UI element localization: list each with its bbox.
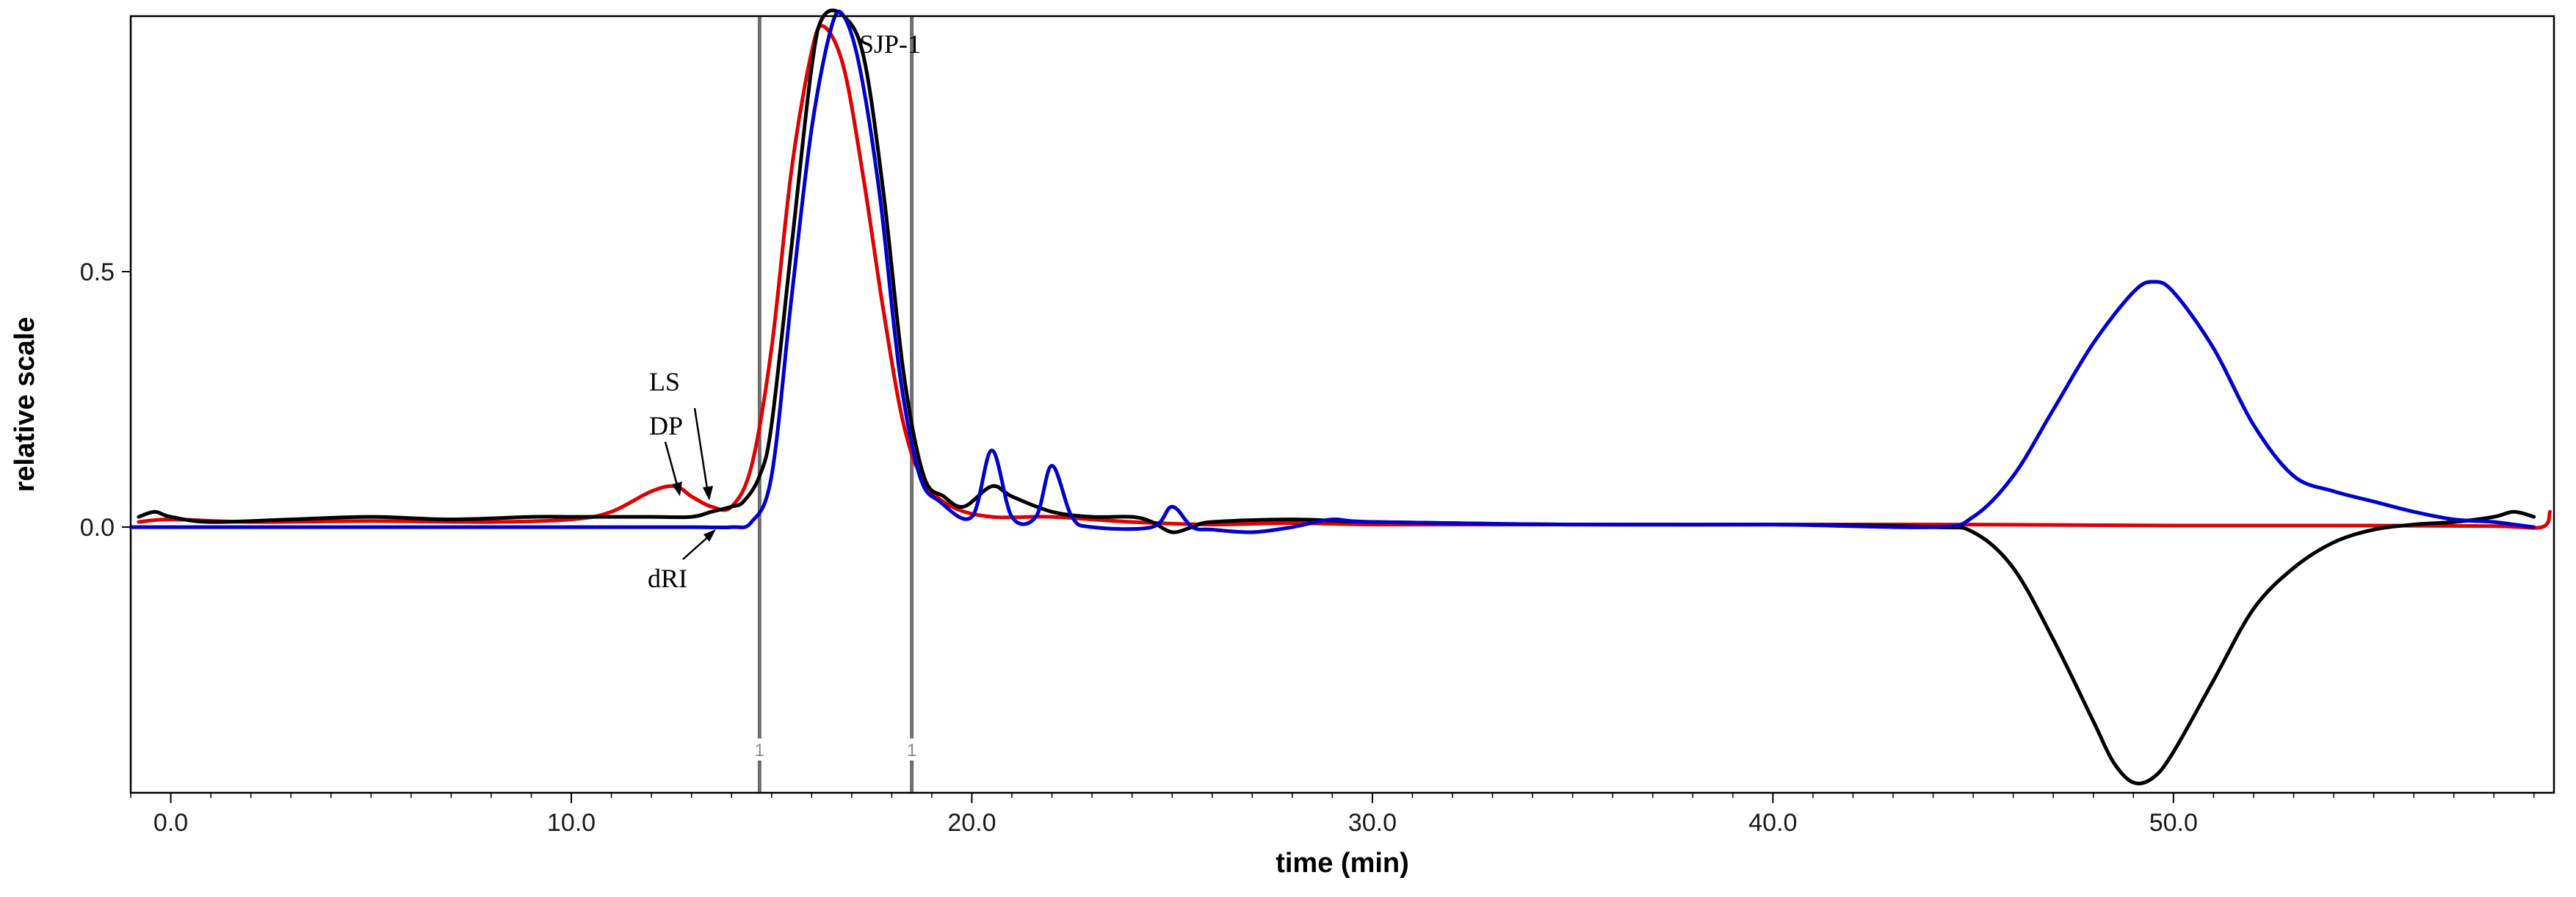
series-line-dp bbox=[137, 8, 2536, 785]
x-tick-label: 50.0 bbox=[2149, 809, 2198, 837]
y-axis-title: relative scale bbox=[10, 317, 40, 493]
annotation-ls-arrowhead bbox=[703, 486, 713, 501]
x-axis-title: time (min) bbox=[1276, 848, 1409, 879]
annotation-sjp-1: SJP-1 bbox=[859, 29, 921, 59]
data-series bbox=[129, 8, 2552, 785]
y-tick-label: 0.5 bbox=[80, 258, 115, 286]
series-line-dri bbox=[129, 10, 2536, 534]
annotation-dp-arrowhead bbox=[672, 482, 682, 496]
annotation-ls: LS bbox=[649, 367, 680, 396]
x-tick-label: 0.0 bbox=[153, 809, 188, 837]
annotation-dp-arrow bbox=[664, 441, 680, 491]
x-tick-label: 30.0 bbox=[1348, 809, 1397, 837]
plot-frame bbox=[129, 15, 2555, 794]
y-tick-label: 0.0 bbox=[80, 514, 115, 542]
x-tick-label: 10.0 bbox=[547, 809, 596, 837]
axis-tick-labels: 0.0 10.0 20.0 30.0 40.0 50.0 0.5 0.0 bbox=[80, 258, 2198, 837]
annotation-dri: dRI bbox=[648, 564, 687, 593]
x-tick-label: 20.0 bbox=[947, 809, 996, 837]
time-marker-label: 1 bbox=[907, 741, 916, 760]
annotations: LS DP dRI SJP-1 bbox=[648, 29, 921, 593]
annotation-dri-arrowhead bbox=[703, 529, 716, 542]
x-tick-label: 40.0 bbox=[1748, 809, 1797, 837]
annotation-dri-arrow bbox=[682, 534, 712, 560]
annotation-dp: DP bbox=[649, 411, 683, 440]
annotation-ls-arrow bbox=[693, 407, 709, 494]
time-marker-label: 1 bbox=[755, 741, 764, 760]
series-line-ls bbox=[137, 23, 2552, 530]
